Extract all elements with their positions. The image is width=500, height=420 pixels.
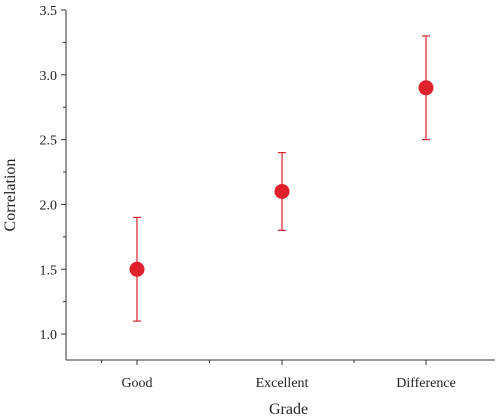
y-tick-label: 1.0 bbox=[40, 328, 58, 343]
data-point bbox=[418, 80, 434, 96]
y-tick-label: 1.5 bbox=[40, 263, 58, 278]
y-axis-title: Correlation bbox=[2, 159, 19, 232]
y-tick-label: 2.0 bbox=[40, 198, 58, 213]
x-tick-label: Excellent bbox=[256, 376, 309, 391]
x-tick-label: Difference bbox=[396, 376, 456, 391]
x-tick-label: Good bbox=[121, 376, 152, 391]
y-tick-label: 3.5 bbox=[40, 4, 58, 19]
data-point bbox=[129, 261, 145, 277]
y-tick-label: 3.0 bbox=[40, 69, 58, 84]
y-tick-label: 2.5 bbox=[40, 134, 58, 149]
x-axis-title: Grade bbox=[269, 401, 308, 418]
data-point bbox=[274, 183, 290, 199]
